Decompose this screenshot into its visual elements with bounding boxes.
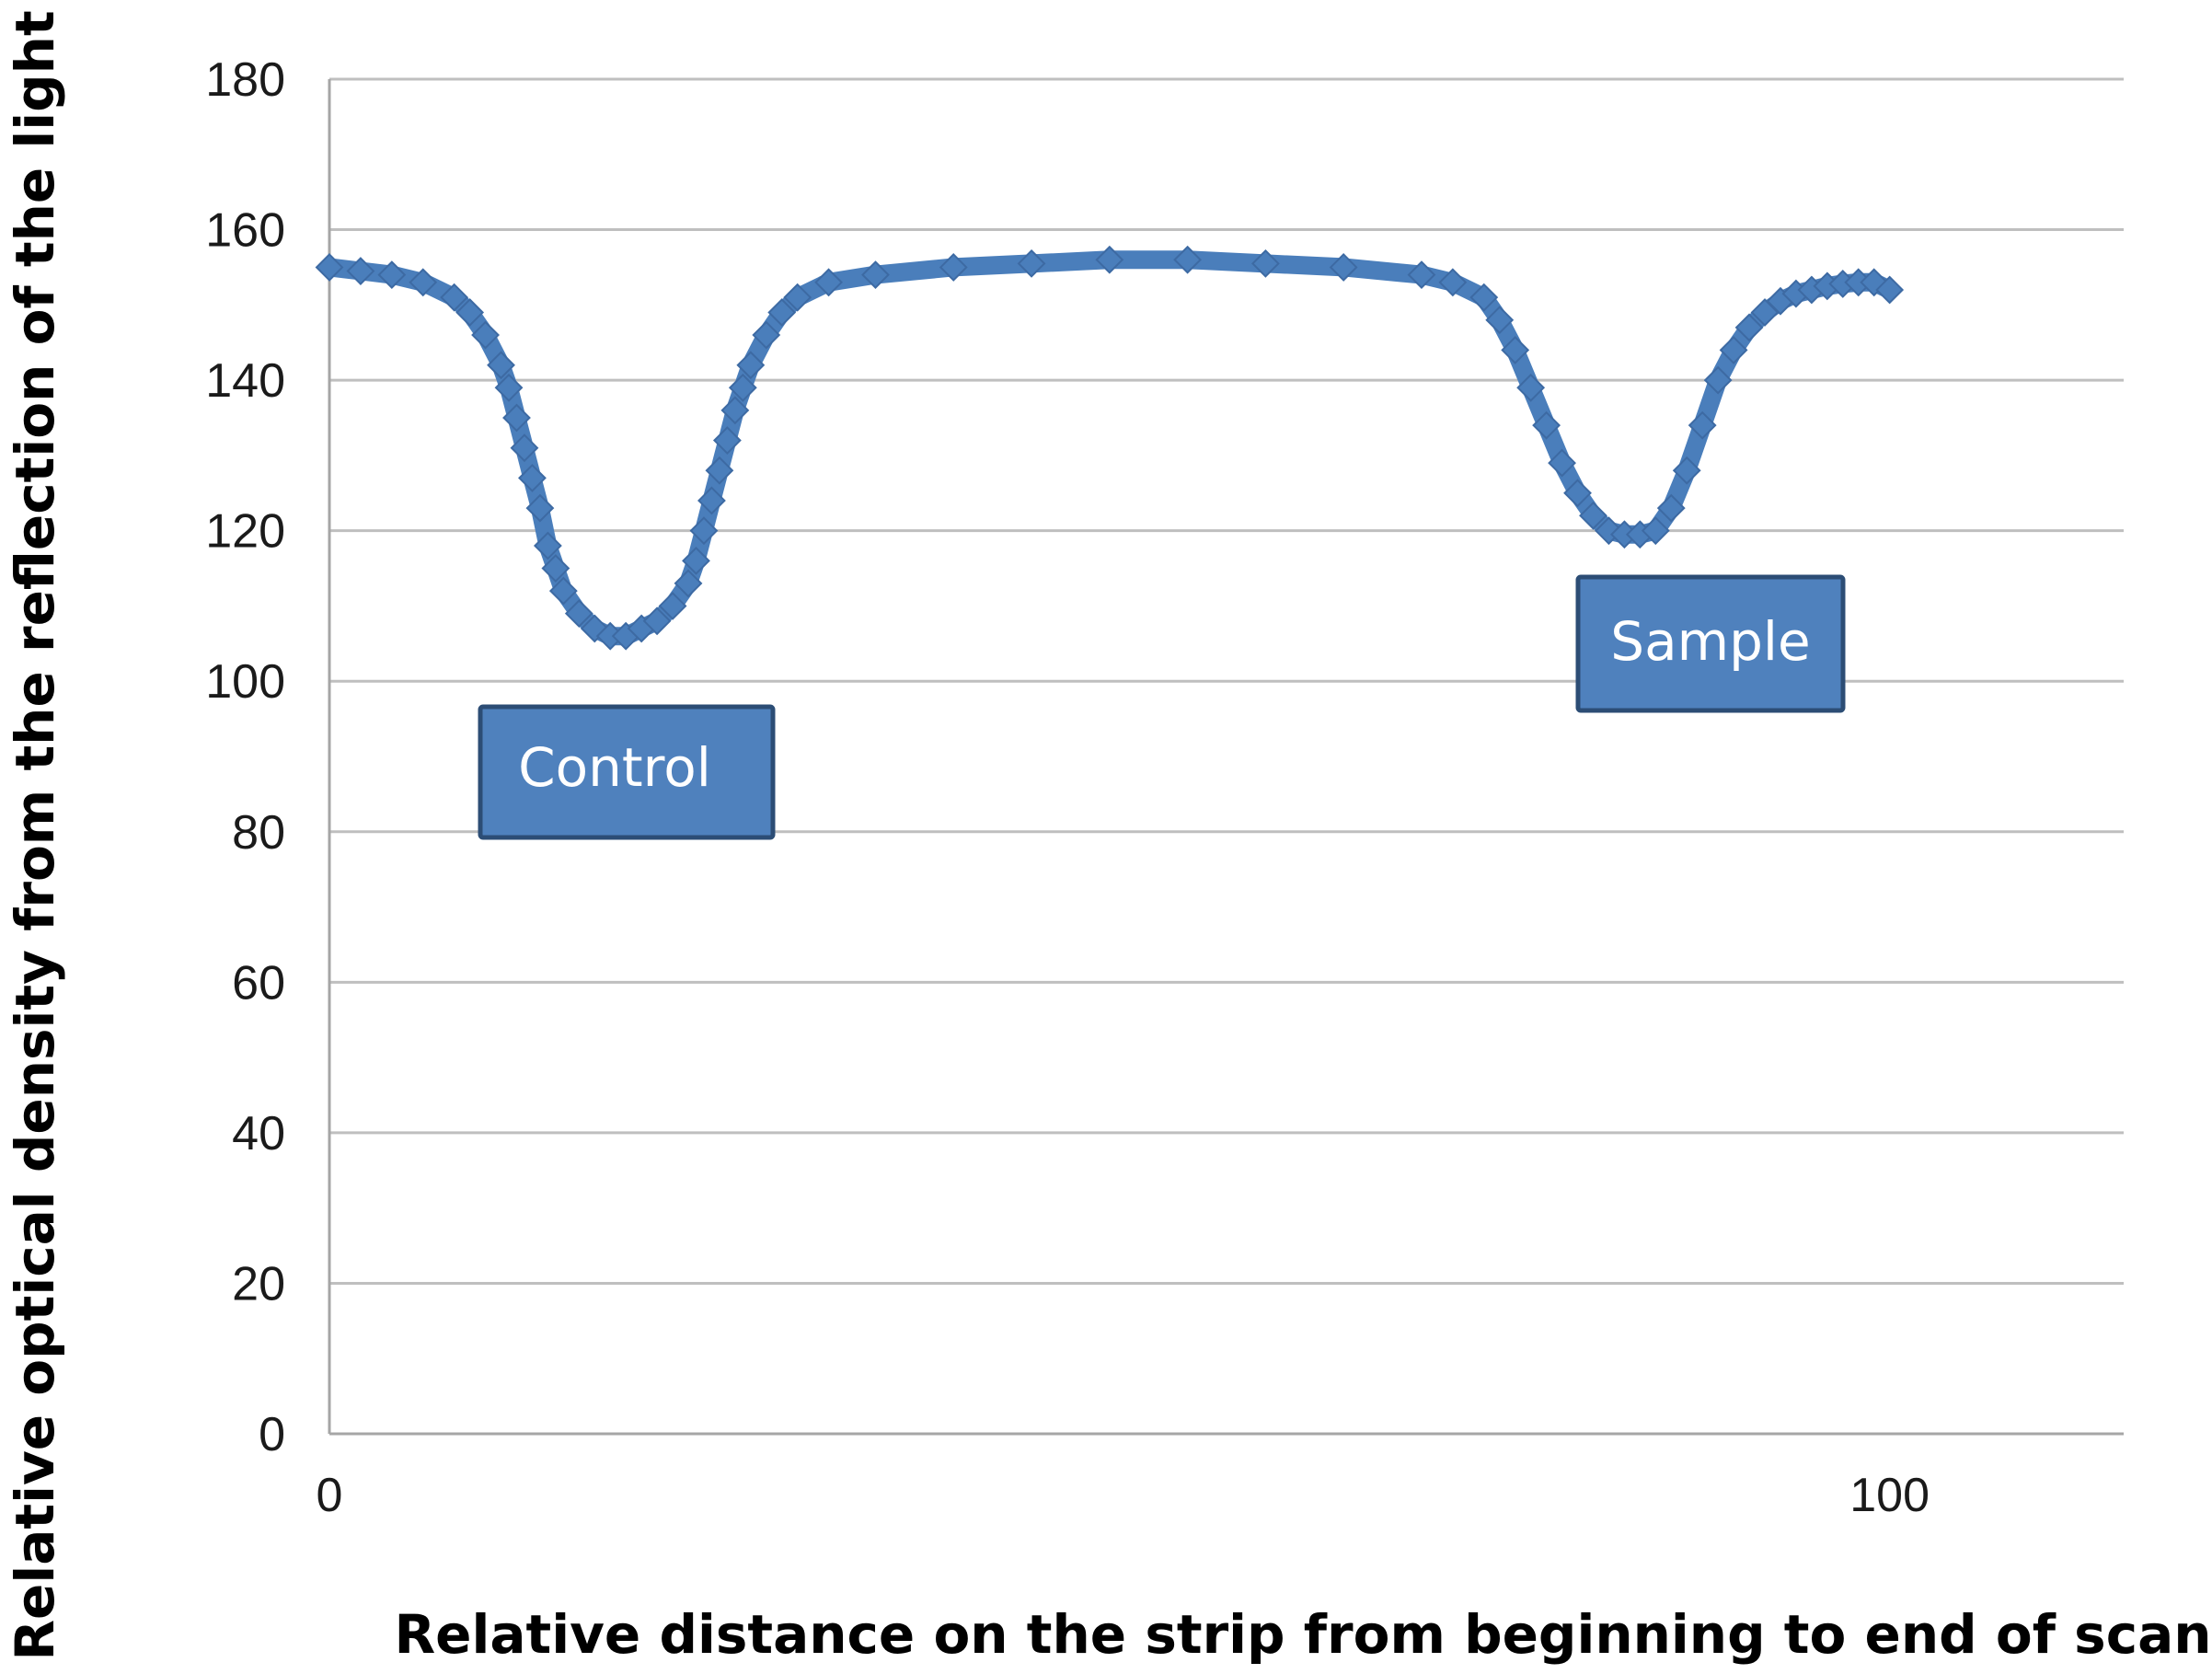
x-tick-label: 0	[317, 1469, 343, 1522]
data-point	[541, 554, 570, 583]
data-point	[518, 464, 547, 492]
data-point	[752, 320, 781, 350]
y-tick-label: 100	[205, 655, 285, 709]
data-point	[720, 396, 750, 425]
data-point	[705, 456, 734, 485]
data-point	[409, 268, 438, 297]
data-point	[1329, 253, 1358, 282]
data-point	[1532, 410, 1561, 440]
data-point	[533, 531, 562, 560]
y-tick-label: 60	[232, 956, 285, 1010]
sample-annotation: Sample	[1575, 574, 1846, 713]
data-point	[728, 373, 757, 402]
y-tick-label: 180	[205, 53, 285, 107]
data-point	[1875, 275, 1905, 305]
data-point	[440, 283, 469, 312]
sample-annotation-box	[1575, 574, 1846, 713]
data-point	[814, 268, 844, 297]
data-point	[1095, 245, 1124, 274]
data-point	[1734, 313, 1764, 342]
data-point	[1485, 306, 1515, 335]
data-point	[1563, 479, 1592, 508]
data-point	[487, 351, 515, 380]
data-point	[510, 433, 539, 463]
data-point	[783, 283, 812, 312]
data-point	[712, 426, 742, 455]
data-point	[658, 592, 687, 620]
data-point	[548, 576, 578, 606]
data-point	[689, 516, 719, 546]
data-point	[861, 260, 890, 290]
x-tick-labels: 0 100	[317, 1469, 1930, 1522]
data-point	[455, 298, 485, 327]
data-point	[1173, 245, 1203, 274]
control-annotation: Control	[478, 704, 776, 840]
x-axis-title: Relative distance on the strip from begi…	[395, 1603, 2212, 1666]
data-point	[1656, 493, 1686, 523]
data-point	[1407, 260, 1436, 290]
data-point	[502, 403, 531, 433]
data-point	[1438, 268, 1468, 297]
data-point	[525, 493, 555, 523]
data-point	[682, 546, 710, 575]
data-point	[315, 253, 344, 282]
data-point	[939, 253, 968, 282]
data-point	[1860, 268, 1889, 297]
data-point	[1703, 365, 1733, 395]
data-point	[346, 257, 375, 285]
data-point	[1250, 248, 1280, 278]
data-point	[564, 599, 593, 629]
y-tick-label: 140	[205, 354, 285, 408]
data-series	[315, 245, 1905, 651]
x-tick-label: 100	[1849, 1469, 1930, 1522]
data-point	[1548, 448, 1576, 478]
data-point	[1469, 283, 1499, 312]
data-point	[767, 298, 797, 327]
data-point	[1641, 516, 1670, 546]
y-tick-label: 120	[205, 505, 285, 559]
y-tick-label: 160	[205, 204, 285, 258]
sample-annotation-label: Sample	[1610, 610, 1810, 673]
data-point	[697, 486, 726, 515]
y-axis-title: Relative optical density from the reflec…	[4, 10, 66, 1660]
data-point	[1501, 335, 1530, 364]
data-point	[494, 373, 524, 402]
data-point	[1579, 501, 1607, 530]
data-point	[1688, 410, 1717, 440]
data-point	[1017, 248, 1046, 278]
control-annotation-box	[478, 704, 776, 840]
data-point	[736, 351, 766, 380]
control-annotation-label: Control	[518, 736, 711, 799]
y-tick-label: 20	[232, 1257, 285, 1310]
data-point	[674, 569, 703, 598]
data-point	[1719, 335, 1748, 364]
y-tick-label: 80	[232, 806, 285, 860]
data-point	[377, 260, 407, 290]
y-tick-labels: 0 20 40 60 80 100 120 140 160 180	[205, 53, 285, 1461]
y-tick-label: 40	[232, 1107, 285, 1160]
data-point	[471, 320, 500, 350]
axes	[328, 79, 2124, 1436]
data-point	[580, 614, 609, 643]
data-point	[1516, 373, 1546, 402]
data-point	[1672, 456, 1701, 485]
y-tick-label: 0	[259, 1408, 285, 1461]
data-point	[642, 606, 672, 636]
